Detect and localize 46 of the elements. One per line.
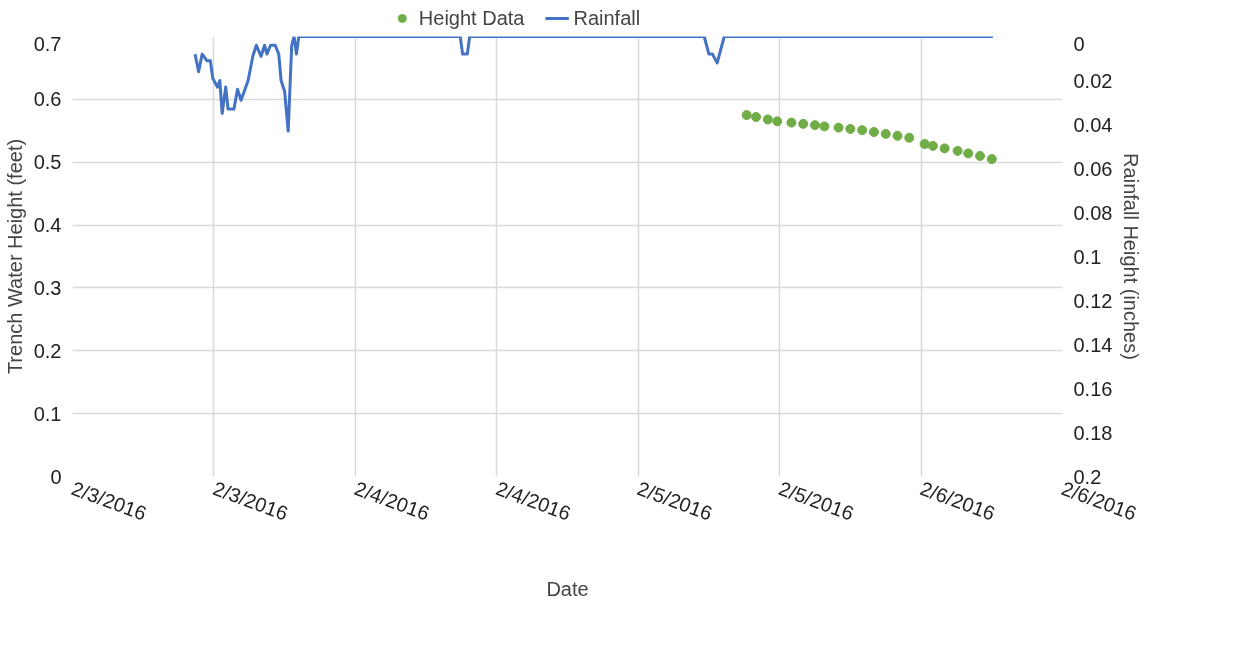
point [904, 132, 915, 143]
point [786, 117, 797, 128]
point [833, 122, 844, 133]
legend-label: Height Data [418, 6, 525, 30]
point [880, 128, 891, 139]
y-tick-label: 0.6 [33, 88, 62, 111]
point [819, 121, 830, 132]
point [845, 123, 856, 134]
y2-tick-label: 0.16 [1073, 377, 1113, 400]
y2-tick-label: 0.18 [1073, 421, 1113, 444]
y-tick-label: 0.1 [33, 402, 62, 425]
point [963, 148, 974, 159]
y-tick-label: 0 [50, 465, 62, 488]
point [772, 116, 783, 127]
y2-tick-label: 0.06 [1073, 157, 1113, 180]
point [798, 118, 809, 129]
point [762, 114, 773, 125]
x-axis-title: Date [546, 577, 589, 600]
y-tick-label: 0.5 [33, 151, 62, 174]
y-axis-title: Trench Water Height (feet) [3, 138, 26, 375]
point [939, 143, 950, 154]
y-tick-label: 0.2 [33, 339, 62, 362]
y2-tick-label: 0.1 [1073, 245, 1102, 268]
y2-tick-label: 0.08 [1073, 201, 1113, 224]
point [751, 111, 762, 122]
y2-tick-label: 0.02 [1073, 69, 1113, 92]
y2-axis-title: Rainfall Height (inches) [1120, 153, 1143, 360]
point [810, 120, 820, 131]
point [986, 154, 997, 165]
point [919, 138, 930, 149]
point [975, 150, 985, 161]
point [952, 145, 963, 156]
point [857, 125, 868, 136]
point [741, 110, 752, 121]
line-series [193, 36, 995, 133]
legend-label: Rainfall [573, 6, 641, 30]
y-tick-label: 0.3 [33, 276, 62, 299]
point [927, 140, 938, 151]
point [868, 127, 879, 138]
y-tick-label: 0.4 [33, 214, 62, 237]
y2-tick-label: 0.14 [1073, 333, 1113, 356]
y-tick-label: 0.7 [33, 32, 62, 55]
y2-tick-label: 0.04 [1073, 113, 1113, 136]
y2-tick-label: 0.12 [1073, 289, 1113, 312]
point [892, 130, 903, 141]
y2-tick-label: 0 [1073, 32, 1085, 55]
